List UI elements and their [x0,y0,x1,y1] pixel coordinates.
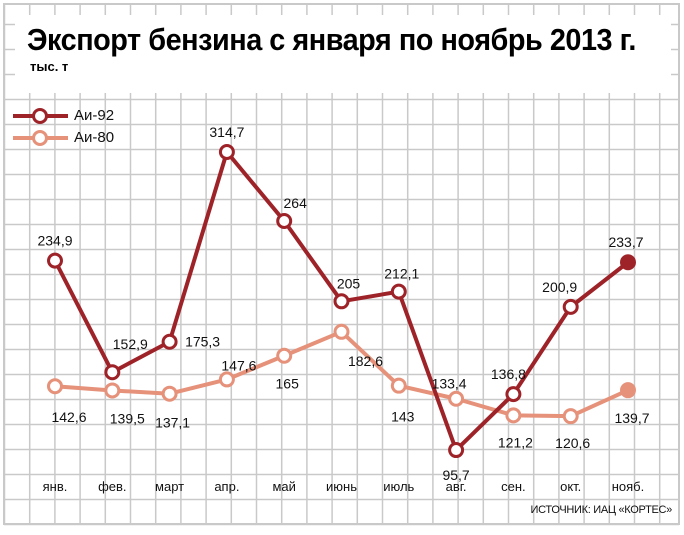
x-tick-label: май [272,479,295,494]
data-point [562,408,579,425]
data-point [505,386,522,403]
data-point [47,252,63,269]
data-label: 182,6 [348,353,383,369]
data-point [448,442,465,459]
x-tick-label: авг. [446,479,467,494]
data-point [276,347,293,364]
data-point [104,364,121,381]
data-point [104,382,121,399]
title-box [15,15,671,93]
source-note: ИСТОЧНИК: ИАЦ «КОРТЕС» [530,504,673,516]
x-tick-label: янв. [43,479,68,494]
data-label: 147,6 [221,357,256,373]
data-point [390,283,407,300]
x-tick-label: фев. [98,479,126,494]
data-label: 133,4 [432,376,467,392]
data-label: 95,7 [442,467,469,483]
legend-label-au80: Аи-80 [74,129,115,146]
data-label: 121,2 [498,434,533,450]
legend-label-au92: Аи-92 [74,107,115,124]
data-point [448,390,465,407]
data-label: 137,1 [155,415,190,431]
x-tick-label: окт. [560,479,581,494]
data-label: 142,6 [51,409,86,425]
x-tick-label: сен. [501,479,526,494]
legend-marker [32,108,48,124]
data-label: 175,3 [185,334,220,350]
data-point [47,378,63,395]
data-label: 139,7 [614,410,649,426]
data-label: 120,6 [555,435,590,451]
data-label: 205 [337,275,361,291]
data-point [161,333,178,350]
data-point [333,293,350,310]
data-point [218,371,235,388]
data-point [390,377,407,394]
data-point [161,385,178,402]
x-tick-label: нояб. [612,479,645,494]
data-label: 234,9 [37,233,72,249]
data-label: 136,8 [491,366,526,382]
x-tick-label: март [155,479,184,494]
unit-label: тыс. т [30,59,69,74]
data-label: 233,7 [608,234,643,250]
data-point [218,144,235,160]
data-label: 200,9 [542,279,577,295]
chart-title: Экспорт бензина с января по ноябрь 2013 … [27,22,636,57]
x-tick-label: июнь [326,479,357,494]
data-label: 152,9 [113,336,148,352]
data-label: 314,7 [209,124,244,140]
x-tick-label: апр. [214,479,239,494]
data-label: 139,5 [110,410,145,426]
data-point [620,254,636,271]
data-label: 143 [391,409,415,425]
data-label: 212,1 [384,266,419,282]
data-point [620,382,636,399]
x-tick-label: июль [383,479,414,494]
data-point [505,407,522,424]
data-point [333,323,350,340]
chart-border [3,3,680,525]
data-point [562,298,579,315]
legend-marker [32,130,48,146]
data-label: 264 [284,195,308,211]
data-label: 165 [276,376,300,392]
data-point [276,213,293,230]
